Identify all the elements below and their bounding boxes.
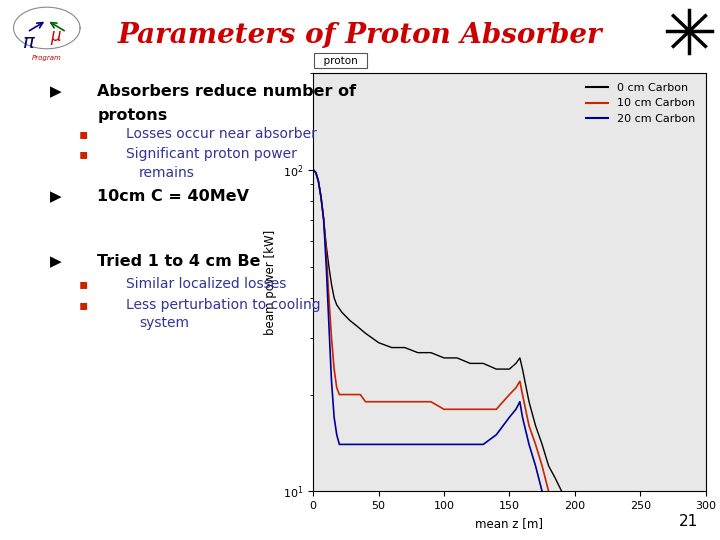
Text: Parameters of Proton Absorber: Parameters of Proton Absorber [117,22,603,49]
Text: 21: 21 [679,514,698,529]
Text: Program: Program [32,55,62,61]
Text: $\pi$: $\pi$ [22,33,37,52]
Text: $\mu$: $\mu$ [50,29,63,47]
Text: protons: protons [97,108,168,123]
Text: ▶: ▶ [50,84,62,99]
X-axis label: mean z [m]: mean z [m] [475,517,544,530]
Legend: 0 cm Carbon, 10 cm Carbon, 20 cm Carbon: 0 cm Carbon, 10 cm Carbon, 20 cm Carbon [582,78,700,129]
Text: ▶: ▶ [50,189,62,204]
Text: Losses occur near absorber: Losses occur near absorber [126,127,317,141]
Text: ▪: ▪ [79,277,89,291]
Text: remains: remains [139,166,195,180]
Text: Less perturbation to cooling: Less perturbation to cooling [126,298,320,312]
Text: Significant proton power: Significant proton power [126,147,297,161]
Text: proton: proton [317,56,364,66]
Text: 10cm C = 40MeV: 10cm C = 40MeV [97,189,249,204]
Text: Absorbers reduce number of: Absorbers reduce number of [97,84,356,99]
Text: system: system [139,316,189,330]
Text: ▶: ▶ [50,254,62,269]
Text: Tried 1 to 4 cm Be: Tried 1 to 4 cm Be [97,254,261,269]
Text: ▪: ▪ [79,127,89,141]
Y-axis label: beam power [kW]: beam power [kW] [264,230,277,335]
Text: ▪: ▪ [79,298,89,312]
Text: ▪: ▪ [79,147,89,161]
Text: $\mu$: $\mu$ [629,17,649,45]
Text: Similar localized losses: Similar localized losses [126,277,287,291]
